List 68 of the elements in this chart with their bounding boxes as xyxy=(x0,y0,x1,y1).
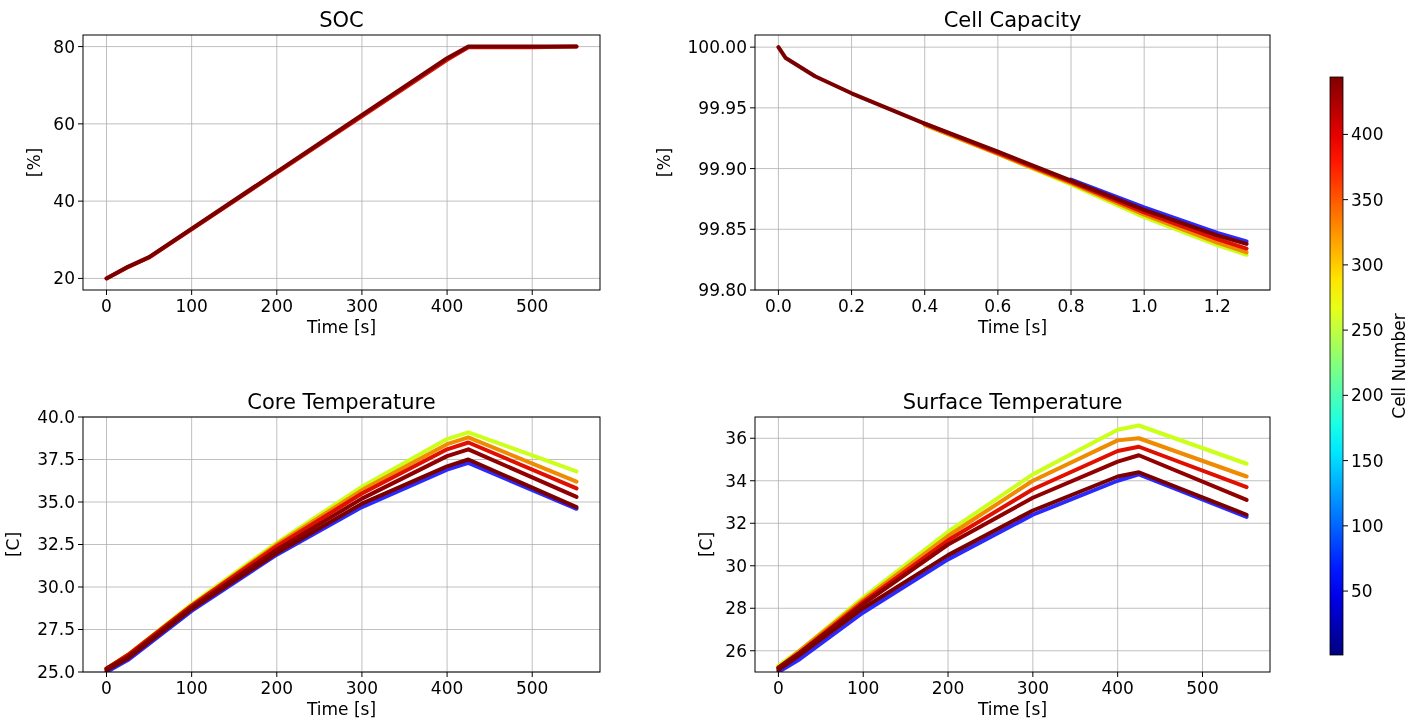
y-tick-label: 26 xyxy=(725,640,747,661)
x-axis-title: Time [s] xyxy=(976,699,1048,719)
x-tick-label: 0.6 xyxy=(984,296,1012,316)
color-bar-label: 250 xyxy=(1351,320,1384,341)
y-tick-label: 37.5 xyxy=(37,449,75,470)
x-tick-label: 0.0 xyxy=(764,296,792,316)
y-tick-label: 27.5 xyxy=(37,619,75,640)
chart-title: Core Temperature xyxy=(247,390,436,414)
x-tick-label: 300 xyxy=(345,296,379,316)
x-tick-label: 0 xyxy=(773,678,784,698)
y-axis-title: [%] xyxy=(654,147,674,178)
chart-title: Cell Capacity xyxy=(943,8,1082,32)
color-bar-label: 350 xyxy=(1351,189,1384,210)
x-tick-label: 300 xyxy=(1016,678,1050,698)
color-bar-label: 300 xyxy=(1351,254,1384,275)
y-tick-label: 30.0 xyxy=(37,576,75,597)
color-bar-label: 200 xyxy=(1351,385,1384,406)
x-tick-label: 100 xyxy=(175,296,208,316)
color-bar-label: 100 xyxy=(1351,515,1384,536)
x-tick-label: 400 xyxy=(1101,678,1134,698)
x-tick-label: 400 xyxy=(430,296,464,316)
color-bar-label: 50 xyxy=(1351,581,1373,602)
y-tick-label: 40 xyxy=(53,191,75,212)
y-tick-label: 20 xyxy=(53,268,75,289)
x-tick-label: 100 xyxy=(175,678,208,698)
x-tick-label: 500 xyxy=(516,678,549,698)
y-tick-label: 28 xyxy=(725,598,747,619)
y-tick-label: 40.0 xyxy=(37,406,75,427)
chart-title: Surface Temperature xyxy=(902,390,1123,414)
y-tick-label: 25.0 xyxy=(37,661,75,682)
x-tick-label: 200 xyxy=(260,296,294,316)
y-tick-label: 99.80 xyxy=(698,279,747,300)
x-axis-title: Time [s] xyxy=(305,317,377,337)
y-axis-title: [C] xyxy=(696,531,716,558)
x-tick-label: 1.2 xyxy=(1203,296,1231,316)
x-tick-label: 0 xyxy=(101,678,112,698)
y-tick-label: 100.00 xyxy=(687,37,747,58)
y-tick-label: 60 xyxy=(53,113,75,134)
x-tick-label: 300 xyxy=(345,678,379,698)
x-tick-label: 0.4 xyxy=(911,296,939,316)
x-axis-title: Time [s] xyxy=(976,317,1048,337)
x-tick-label: 0.8 xyxy=(1057,296,1085,316)
y-tick-label: 32.5 xyxy=(37,534,75,555)
color-bar-label: 150 xyxy=(1351,450,1384,471)
y-axis-title: [C] xyxy=(3,531,23,558)
y-tick-label: 34 xyxy=(725,470,747,491)
y-tick-label: 99.95 xyxy=(698,97,747,118)
x-tick-label: 400 xyxy=(430,678,464,698)
y-axis-title: [%] xyxy=(24,147,44,178)
x-tick-label: 200 xyxy=(260,678,294,698)
x-tick-label: 1.0 xyxy=(1130,296,1158,316)
y-tick-label: 35.0 xyxy=(37,491,75,512)
x-tick-label: 0.2 xyxy=(838,296,866,316)
x-tick-label: 200 xyxy=(931,678,965,698)
y-tick-label: 80 xyxy=(53,36,75,57)
y-tick-label: 30 xyxy=(725,555,747,576)
y-tick-label: 36 xyxy=(725,428,747,449)
y-tick-label: 32 xyxy=(725,513,747,534)
chart-title: SOC xyxy=(319,8,364,32)
y-tick-label: 99.85 xyxy=(698,219,747,240)
x-tick-label: 500 xyxy=(516,296,549,316)
x-tick-label: 500 xyxy=(1186,678,1219,698)
x-axis-title: Time [s] xyxy=(305,699,377,719)
x-tick-label: 0 xyxy=(101,296,112,316)
color-bar-title: Cell Number xyxy=(1389,313,1409,419)
x-tick-label: 100 xyxy=(847,678,880,698)
color-bar-label: 400 xyxy=(1351,124,1384,145)
y-tick-label: 99.90 xyxy=(698,158,747,179)
